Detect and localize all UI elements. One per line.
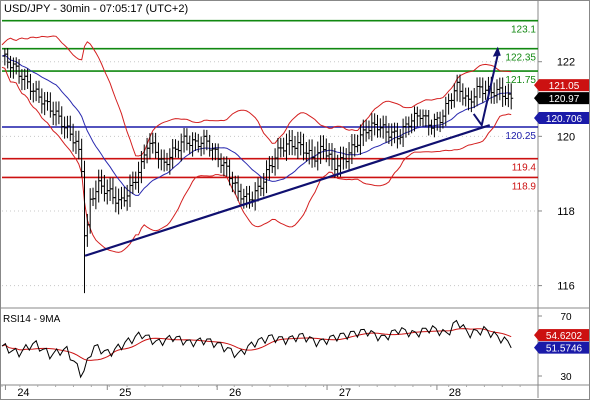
rsi-tag-0 bbox=[539, 329, 589, 342]
price-tick-label: 116 bbox=[557, 281, 575, 293]
price-tick-label: 118 bbox=[557, 206, 575, 218]
x-tick-label: 28 bbox=[449, 387, 461, 399]
x-tick-label: 24 bbox=[17, 387, 29, 399]
moving-average bbox=[1, 54, 512, 196]
resistance-1-label: 121.75 bbox=[505, 75, 536, 86]
bollinger-upper bbox=[1, 35, 512, 157]
rsi-line bbox=[1, 319, 512, 379]
rsi-panel: 30 70 54.6202 51.5746 bbox=[1, 312, 589, 383]
price-tick-label: 122 bbox=[557, 57, 575, 69]
x-tick-label: 26 bbox=[229, 387, 241, 399]
trendline bbox=[84, 124, 491, 257]
rsi-tag-pointer-1 bbox=[534, 341, 539, 354]
price-tick-label: 120 bbox=[557, 131, 575, 143]
rsi-label: RSI14 - 9MA bbox=[3, 314, 61, 325]
price-tag-label-2: 120.706 bbox=[546, 114, 583, 125]
rsi-tag-pointer-0 bbox=[534, 329, 539, 342]
chart-title: USD/JPY - 30min - 07:05:17 (UTC+2) bbox=[4, 3, 188, 15]
price-tag-label-1: 120.97 bbox=[549, 94, 580, 105]
price-tag-2 bbox=[539, 111, 589, 124]
x-tick-label: 25 bbox=[119, 387, 131, 399]
x-tick-label: 27 bbox=[339, 387, 351, 399]
price-tag-pointer-1 bbox=[534, 92, 539, 105]
resistance-3-label: 123.1 bbox=[511, 25, 536, 36]
resistance-2-label: 122.35 bbox=[505, 53, 536, 64]
rsi-tick-label: 30 bbox=[560, 372, 572, 383]
projection-arrow bbox=[472, 54, 499, 128]
price-tag-pointer-0 bbox=[534, 79, 539, 92]
rsi-tag-label-0: 54.6202 bbox=[546, 331, 583, 342]
rsi-tag-1 bbox=[539, 341, 589, 354]
price-tag-0 bbox=[539, 79, 589, 92]
price-tag-pointer-2 bbox=[534, 111, 539, 124]
price-bars bbox=[2, 48, 514, 294]
pivot-label: 120.25 bbox=[505, 131, 536, 142]
rsi-tick-label: 70 bbox=[560, 312, 572, 323]
price-tag-1 bbox=[539, 92, 589, 105]
price-tag-label-0: 121.05 bbox=[549, 81, 580, 92]
projection-arrowhead bbox=[492, 46, 501, 57]
rsi-tag-label-1: 51.5746 bbox=[546, 344, 583, 355]
x-axis: 24 25 26 27 28 bbox=[1, 385, 521, 399]
bollinger-lower bbox=[1, 66, 512, 253]
support-1-label: 119.4 bbox=[512, 163, 537, 174]
support-2-label: 118.9 bbox=[512, 181, 537, 192]
